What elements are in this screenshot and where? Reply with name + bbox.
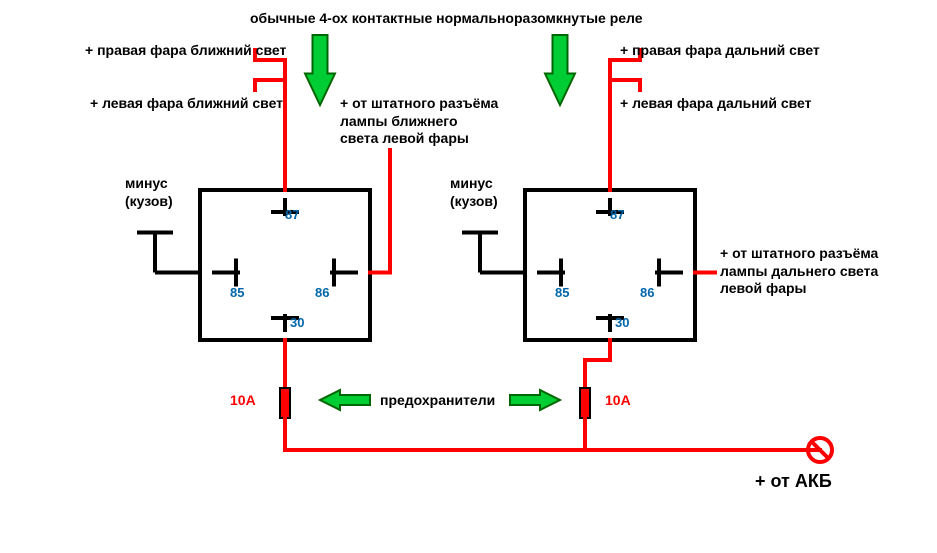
fuse-right-value: 10A (605, 392, 631, 410)
title: обычные 4-ох контактные нормальноразомкн… (250, 10, 643, 28)
right-minus-label: минус (кузов) (450, 175, 498, 210)
right-pin-86: 86 (640, 285, 654, 300)
right-left-headlight-label: + левая фара дальний свет (620, 95, 812, 113)
battery-label: + от АКБ (755, 470, 832, 493)
right-pin-87: 87 (610, 207, 624, 222)
right-right-headlight-label: + правая фара дальний свет (620, 42, 820, 60)
left-right-headlight-label: + правая фара ближний свет (85, 42, 286, 60)
right-pin-30: 30 (615, 315, 629, 330)
left-pin-86: 86 (315, 285, 329, 300)
right-pin-85: 85 (555, 285, 569, 300)
fuse-center-label: предохранители (380, 392, 495, 410)
left-pin-85: 85 (230, 285, 244, 300)
right-trigger-label: + от штатного разъёма лампы дальнего све… (720, 245, 878, 298)
fuse-left-value: 10A (230, 392, 256, 410)
left-left-headlight-label: + левая фара ближний свет (90, 95, 283, 113)
left-pin-87: 87 (285, 207, 299, 222)
left-pin-30: 30 (290, 315, 304, 330)
left-minus-label: минус (кузов) (125, 175, 173, 210)
left-trigger-label: + от штатного разъёма лампы ближнего све… (340, 95, 498, 148)
